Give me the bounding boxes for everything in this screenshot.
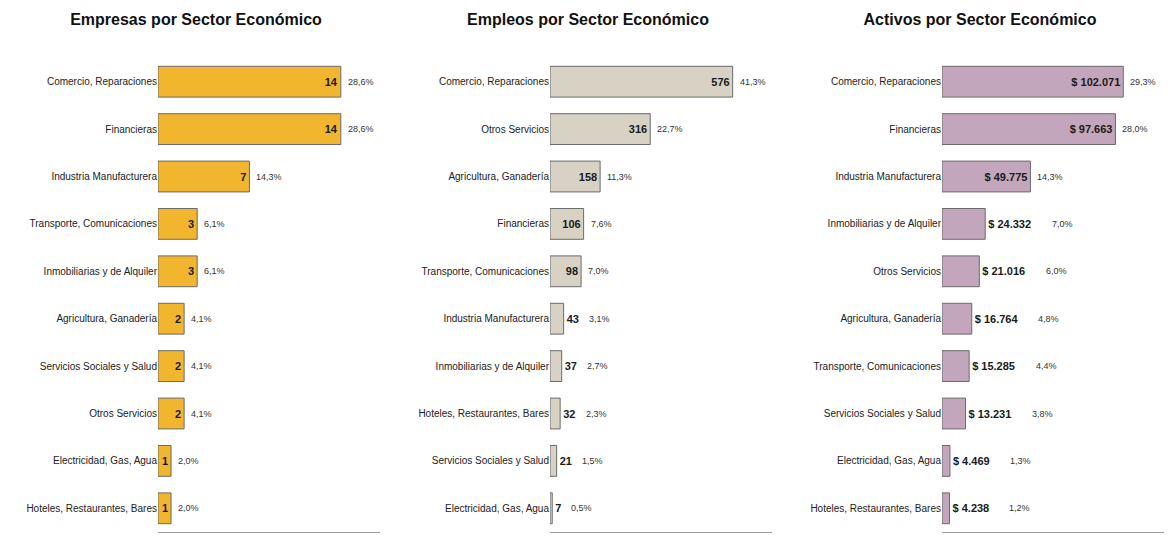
svg-text:98: 98 [566,265,578,277]
svg-text:4,1%: 4,1% [191,361,212,371]
svg-text:Empresas por Sector Económico: Empresas por Sector Económico [70,11,322,28]
svg-text:7: 7 [240,171,246,183]
svg-text:$ 16.764: $ 16.764 [975,313,1019,325]
svg-text:7,6%: 7,6% [591,219,612,229]
svg-text:Financieras: Financieras [497,218,549,229]
svg-text:$ 24.332: $ 24.332 [988,218,1031,230]
svg-text:Servicios Sociales y Salud: Servicios Sociales y Salud [824,408,941,419]
svg-text:Agricultura, Ganadería: Agricultura, Ganadería [56,313,157,324]
svg-text:Servicios Sociales y Salud: Servicios Sociales y Salud [432,455,549,466]
svg-text:3,1%: 3,1% [589,314,610,324]
svg-text:$ 49.775: $ 49.775 [985,171,1028,183]
svg-text:28,6%: 28,6% [348,77,374,87]
svg-text:576: 576 [711,76,729,88]
svg-text:Empleos por Sector Económico: Empleos por Sector Económico [467,11,709,28]
svg-text:1,3%: 1,3% [1010,456,1031,466]
svg-text:Inmobiliarias y de Alquiler: Inmobiliarias y de Alquiler [436,361,550,372]
svg-text:2,0%: 2,0% [178,456,199,466]
svg-text:4,8%: 4,8% [1038,314,1059,324]
svg-text:14: 14 [325,76,338,88]
svg-text:Comercio, Reparaciones: Comercio, Reparaciones [47,76,157,87]
svg-text:4,1%: 4,1% [191,409,212,419]
svg-text:Financieras: Financieras [889,124,941,135]
svg-text:7: 7 [555,502,561,514]
svg-text:Hoteles, Restaurantes, Bares: Hoteles, Restaurantes, Bares [26,503,157,514]
svg-text:Electricidad, Gas, Agua: Electricidad, Gas, Agua [53,455,157,466]
svg-text:2: 2 [175,408,181,420]
svg-text:Transporte, Comunicaciones: Transporte, Comunicaciones [30,218,157,229]
svg-text:Hoteles, Restaurantes, Bares: Hoteles, Restaurantes, Bares [418,408,549,419]
svg-text:$ 97.663: $ 97.663 [1070,123,1113,135]
svg-text:316: 316 [629,123,647,135]
svg-text:2: 2 [175,313,181,325]
svg-text:29,3%: 29,3% [1130,77,1156,87]
svg-text:14: 14 [325,123,338,135]
svg-text:7,0%: 7,0% [588,266,609,276]
svg-text:$ 13.231: $ 13.231 [969,408,1012,420]
svg-text:3,8%: 3,8% [1032,409,1053,419]
svg-text:28,0%: 28,0% [1122,124,1148,134]
svg-text:Comercio, Reparaciones: Comercio, Reparaciones [831,76,941,87]
svg-text:4,4%: 4,4% [1036,361,1057,371]
svg-text:14,3%: 14,3% [256,172,282,182]
svg-text:11,3%: 11,3% [607,172,632,182]
svg-text:0,5%: 0,5% [571,503,592,513]
svg-text:1,5%: 1,5% [582,456,603,466]
svg-text:6,1%: 6,1% [204,266,225,276]
svg-text:3: 3 [188,218,194,230]
svg-text:6,0%: 6,0% [1046,266,1067,276]
svg-text:Otros Servicios: Otros Servicios [481,124,549,135]
svg-text:Agricultura, Ganadería: Agricultura, Ganadería [448,171,549,182]
svg-text:Transporte, Comunicaciones: Transporte, Comunicaciones [814,361,941,372]
svg-text:Comercio, Reparaciones: Comercio, Reparaciones [439,76,549,87]
svg-text:28,6%: 28,6% [348,124,374,134]
svg-text:14,3%: 14,3% [1037,172,1063,182]
svg-text:1: 1 [162,455,168,467]
svg-text:Agricultura, Ganadería: Agricultura, Ganadería [840,313,941,324]
svg-text:22,7%: 22,7% [657,124,683,134]
svg-text:6,1%: 6,1% [204,219,225,229]
svg-text:Electricidad, Gas, Agua: Electricidad, Gas, Agua [445,503,549,514]
svg-text:Industria Manufacturera: Industria Manufacturera [443,313,549,324]
svg-text:21: 21 [560,455,572,467]
svg-text:2,3%: 2,3% [586,409,607,419]
svg-text:106: 106 [562,218,580,230]
svg-text:Activos por Sector Económico: Activos por Sector Económico [864,11,1097,28]
svg-text:Inmobiliarias y de Alquiler: Inmobiliarias y de Alquiler [828,218,942,229]
svg-text:4,1%: 4,1% [191,314,212,324]
svg-text:37: 37 [565,360,577,372]
svg-text:$ 15.285: $ 15.285 [972,360,1015,372]
svg-text:Hoteles, Restaurantes, Bares: Hoteles, Restaurantes, Bares [810,503,941,514]
svg-text:7,0%: 7,0% [1052,219,1073,229]
svg-text:$ 4.469: $ 4.469 [953,455,990,467]
svg-text:3: 3 [188,265,194,277]
svg-text:Otros Servicios: Otros Servicios [873,266,941,277]
svg-text:Financieras: Financieras [105,124,157,135]
svg-text:32: 32 [563,408,575,420]
svg-text:Industria Manufacturera: Industria Manufacturera [51,171,157,182]
svg-text:2: 2 [175,360,181,372]
svg-text:158: 158 [579,171,597,183]
svg-text:Electricidad, Gas, Agua: Electricidad, Gas, Agua [837,455,941,466]
svg-text:$ 102.071: $ 102.071 [1071,76,1120,88]
svg-text:41,3%: 41,3% [740,77,766,87]
svg-text:43: 43 [567,313,579,325]
svg-text:1: 1 [162,502,168,514]
svg-text:Industria Manufacturera: Industria Manufacturera [835,171,941,182]
svg-text:Inmobiliarias y de Alquiler: Inmobiliarias y de Alquiler [44,266,158,277]
svg-text:1,2%: 1,2% [1009,503,1030,513]
svg-text:2,7%: 2,7% [587,361,608,371]
svg-text:$ 4.238: $ 4.238 [953,502,990,514]
svg-text:$ 21.016: $ 21.016 [982,265,1025,277]
svg-text:Otros Servicios: Otros Servicios [89,408,157,419]
svg-text:Servicios Sociales y Salud: Servicios Sociales y Salud [40,361,157,372]
svg-text:Transporte, Comunicaciones: Transporte, Comunicaciones [422,266,549,277]
svg-text:2,0%: 2,0% [178,503,199,513]
